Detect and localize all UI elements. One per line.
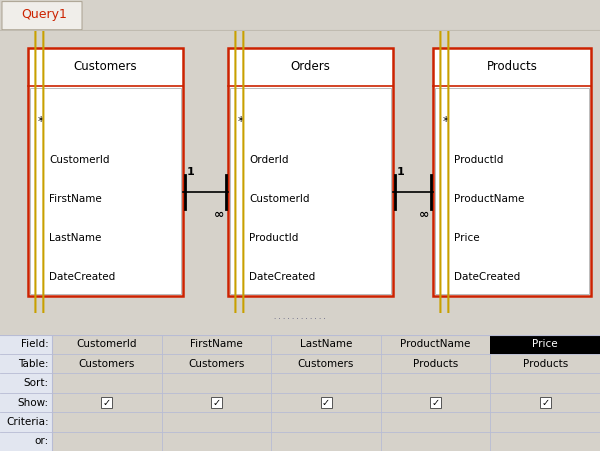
FancyBboxPatch shape [2, 1, 82, 30]
Text: DateCreated: DateCreated [250, 272, 316, 282]
Text: CustomerId: CustomerId [77, 339, 137, 350]
Bar [540, 397, 551, 408]
Text: CustomerId: CustomerId [250, 194, 310, 204]
Text: ProductId: ProductId [250, 233, 299, 243]
Text: *: * [238, 115, 244, 128]
FancyBboxPatch shape [433, 48, 591, 296]
Text: Customers: Customers [74, 60, 137, 74]
Text: ProductName: ProductName [454, 194, 525, 204]
Text: Table:: Table: [19, 359, 49, 369]
Text: Products: Products [523, 359, 568, 369]
Text: Field:: Field: [21, 339, 49, 350]
Bar [0, 335, 52, 451]
Text: Sort:: Sort: [24, 378, 49, 388]
Text: DateCreated: DateCreated [454, 272, 521, 282]
Text: ✓: ✓ [103, 397, 111, 408]
Text: Price: Price [532, 339, 558, 350]
Text: Customers: Customers [298, 359, 354, 369]
Text: ∞: ∞ [419, 208, 429, 221]
Text: ✓: ✓ [322, 397, 330, 408]
Text: or:: or: [35, 436, 49, 446]
Text: 1: 1 [187, 167, 195, 177]
Text: ProductName: ProductName [400, 339, 471, 350]
Text: ✓: ✓ [212, 397, 220, 408]
FancyBboxPatch shape [436, 88, 589, 294]
Text: Criteria:: Criteria: [7, 417, 49, 427]
Text: Price: Price [454, 233, 480, 243]
Text: *: * [442, 115, 449, 128]
Text: Query1: Query1 [21, 8, 67, 21]
Text: Show:: Show: [18, 397, 49, 408]
FancyBboxPatch shape [31, 88, 181, 294]
Bar [211, 397, 222, 408]
Text: CustomerId: CustomerId [49, 155, 110, 165]
Bar [320, 397, 331, 408]
Text: ✓: ✓ [431, 397, 440, 408]
FancyBboxPatch shape [230, 88, 391, 294]
Text: FirstName: FirstName [190, 339, 243, 350]
Text: Customers: Customers [79, 359, 135, 369]
Text: *: * [37, 115, 44, 128]
Text: Orders: Orders [290, 60, 331, 74]
Bar [430, 397, 441, 408]
Text: Customers: Customers [188, 359, 245, 369]
Bar [490, 335, 600, 354]
Text: ProductId: ProductId [454, 155, 504, 165]
Text: OrderId: OrderId [250, 155, 289, 165]
FancyBboxPatch shape [28, 48, 183, 296]
Text: LastName: LastName [300, 339, 352, 350]
Text: · · · · · · · · · · · ·: · · · · · · · · · · · · [274, 316, 326, 322]
Bar [101, 397, 112, 408]
Text: LastName: LastName [49, 233, 102, 243]
Text: Products: Products [413, 359, 458, 369]
Text: ✓: ✓ [541, 397, 549, 408]
Text: Products: Products [487, 60, 538, 74]
FancyBboxPatch shape [228, 48, 393, 296]
Text: 1: 1 [397, 167, 405, 177]
Text: FirstName: FirstName [49, 194, 102, 204]
Text: DateCreated: DateCreated [49, 272, 116, 282]
Text: ∞: ∞ [214, 208, 224, 221]
